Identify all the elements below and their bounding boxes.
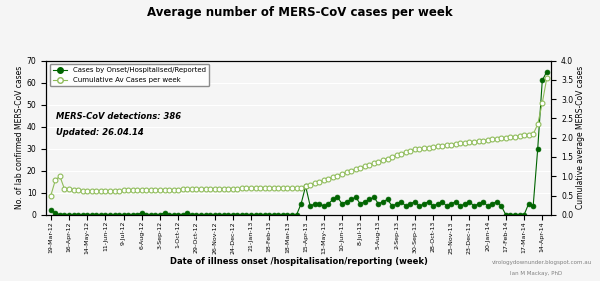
- Text: virologydownunder.blogspot.com.au: virologydownunder.blogspot.com.au: [492, 260, 592, 265]
- X-axis label: Date of illness onset /hospitalisation/reporting (week): Date of illness onset /hospitalisation/r…: [170, 257, 428, 266]
- Y-axis label: No. of lab confirmed MERS-CoV cases: No. of lab confirmed MERS-CoV cases: [15, 66, 24, 209]
- Legend: Cases by Onset/Hospitalised/Reported, Cumulative Av Cases per week: Cases by Onset/Hospitalised/Reported, Cu…: [50, 64, 209, 87]
- Text: Updated: 26.04.14: Updated: 26.04.14: [56, 128, 144, 137]
- Text: Ian M Mackay, PhD: Ian M Mackay, PhD: [510, 271, 562, 277]
- Text: MERS-CoV detections: 386: MERS-CoV detections: 386: [56, 112, 181, 121]
- Y-axis label: Cumulative average MERS-CoV cases: Cumulative average MERS-CoV cases: [576, 66, 585, 209]
- Text: Average number of MERS-CoV cases per week: Average number of MERS-CoV cases per wee…: [147, 6, 453, 19]
